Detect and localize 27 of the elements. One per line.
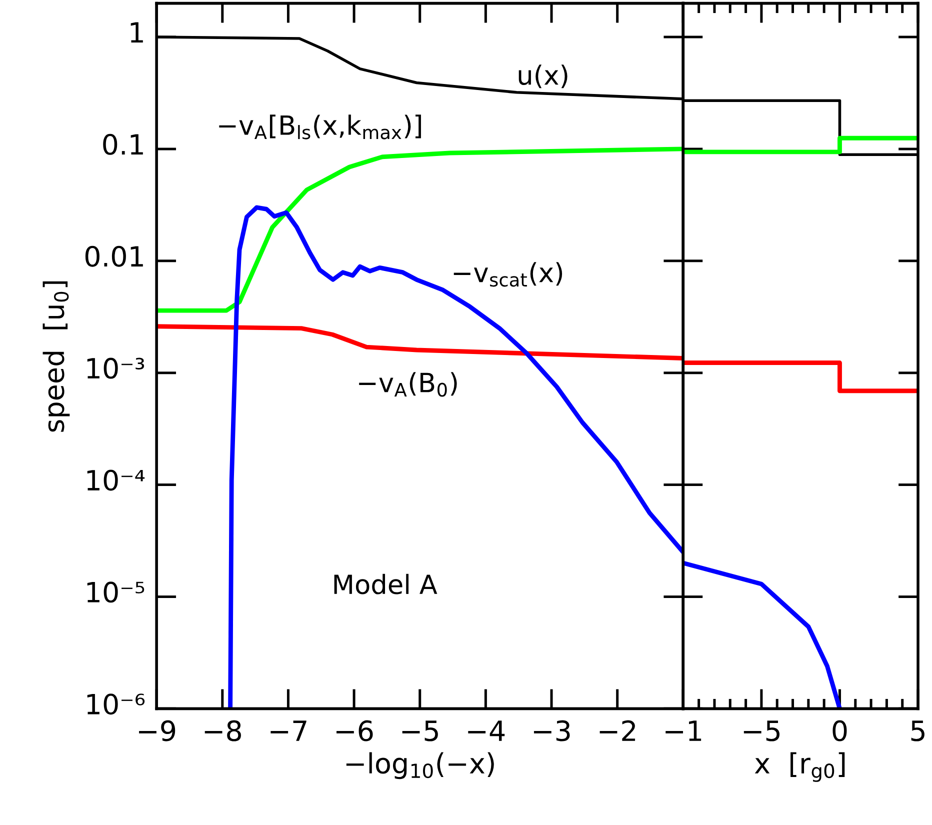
x-tick-label: −8 [204, 720, 241, 742]
x-tick-label: −6 [336, 720, 373, 742]
y-tick-label: 0.01 [85, 246, 143, 267]
x-tick-label: −4 [468, 720, 505, 741]
y-axis-title: speed [u$_{0}$] [42, 281, 70, 432]
y-tick-label: 10⁻⁶ [87, 694, 145, 715]
x-tick-label: −5 [402, 720, 438, 742]
annotation: Model A [334, 574, 438, 594]
y-tick-label: 0.1 [103, 134, 143, 155]
y-tick-label: 10⁻⁵ [87, 582, 144, 603]
series-label: −v$_{scat}$(x) [454, 262, 562, 287]
x-tick-label: −7 [270, 720, 306, 741]
x-tick-label: −2 [600, 720, 636, 741]
y-tick-label: 10⁻³ [87, 358, 144, 379]
y-tick-label: 10⁻⁴ [87, 470, 145, 491]
y-tick-label: 1 [130, 22, 143, 43]
x-tick-label: −1 [666, 720, 702, 741]
x-tick-label: −9 [139, 720, 176, 742]
series-label: u(x) [518, 64, 568, 88]
x-axis-title: −log$_{10}$(−x) [346, 752, 494, 780]
x-tick-label: −5 [744, 720, 780, 742]
x-tick-label: 5 [911, 720, 924, 742]
series-label: −v$_{A}$[B$_{ls}$(x,k$_{max}$)] [219, 114, 421, 140]
x-axis-title: x [r$_{g0}$] [754, 752, 845, 782]
series-label: −v$_{A}$(B$_{0}$) [359, 372, 457, 397]
x-tick-label: −3 [534, 720, 570, 742]
x-tick-label: 0 [832, 720, 847, 742]
